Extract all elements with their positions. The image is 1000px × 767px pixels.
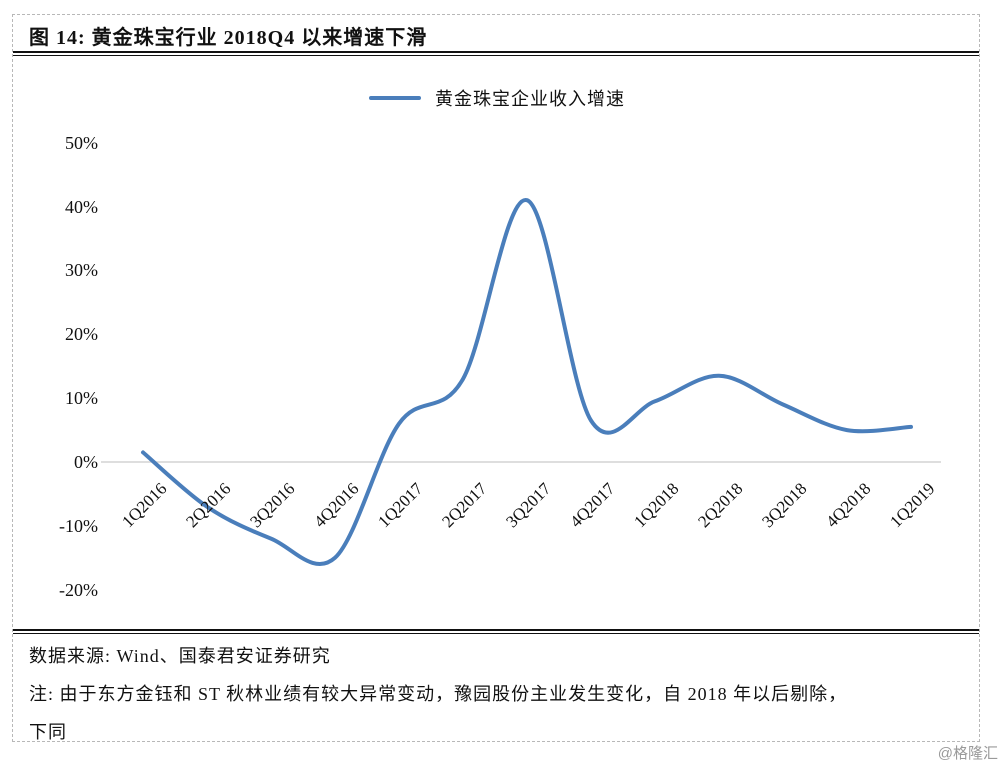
footnote-line-1: 注: 由于东方金钰和 ST 秋林业绩有较大异常变动，豫园股份主业发生变化，自 2… bbox=[29, 684, 848, 704]
line-chart: 黄金珠宝企业收入增速 50% 40% 30% 20% 10% 0% -10% -20% 1Q2… bbox=[13, 15, 981, 743]
figure-container: 图 14: 黄金珠宝行业 2018Q4 以来增速下滑 黄金珠宝企业收入增速 50… bbox=[12, 14, 980, 742]
y-tick-label: 40% bbox=[65, 196, 98, 217]
footer-divider bbox=[13, 629, 979, 634]
chart-legend: 黄金珠宝企业收入增速 bbox=[13, 85, 981, 111]
legend-label: 黄金珠宝企业收入增速 bbox=[435, 89, 625, 109]
y-tick-label: 50% bbox=[65, 132, 98, 153]
footnote-line-2: 下同 bbox=[29, 722, 67, 742]
figure-title: 图 14: 黄金珠宝行业 2018Q4 以来增速下滑 bbox=[29, 27, 428, 49]
title-divider bbox=[13, 51, 979, 56]
y-tick-label: 0% bbox=[74, 452, 98, 472]
y-tick-label: 20% bbox=[65, 324, 98, 345]
y-tick-label: 10% bbox=[65, 388, 98, 409]
y-tick-label: -20% bbox=[59, 579, 98, 600]
y-tick-label: -10% bbox=[59, 515, 98, 536]
chart-canvas bbox=[101, 198, 941, 566]
watermark-text: @格隆汇 bbox=[937, 745, 998, 762]
legend-line-swatch bbox=[369, 96, 421, 100]
footnote-text: 注: 由于东方金钰和 ST 秋林业绩有较大异常变动，豫园股份主业发生变化，自 2… bbox=[29, 675, 969, 751]
data-source-text: 数据来源: Wind、国泰君安证券研究 bbox=[29, 646, 331, 666]
revenue-growth-line bbox=[141, 198, 913, 566]
y-tick-label: 30% bbox=[65, 260, 98, 281]
